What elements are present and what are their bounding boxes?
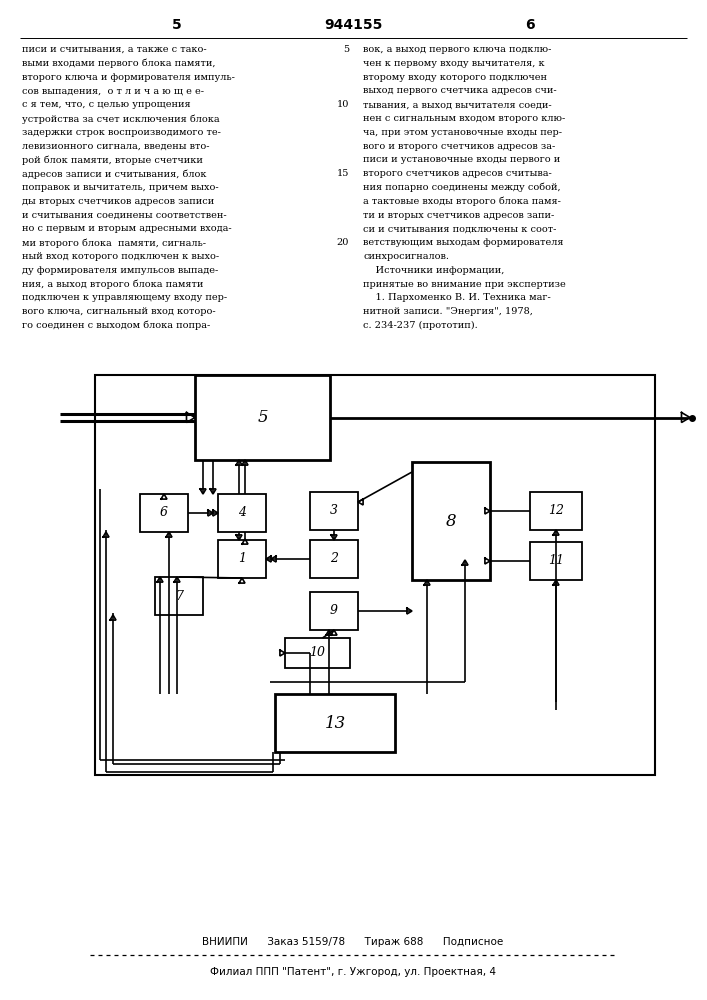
Bar (412, 462, 490, 580)
Text: тывания, а выход вычитателя соеди-: тывания, а выход вычитателя соеди- (363, 100, 551, 109)
Text: 2: 2 (330, 552, 338, 566)
Text: ча, при этом установочные входы пер-: ча, при этом установочные входы пер- (363, 128, 562, 137)
Text: 944155: 944155 (324, 18, 382, 32)
Text: выми входами первого блока памяти,: выми входами первого блока памяти, (22, 59, 216, 68)
Text: 10: 10 (310, 647, 325, 660)
Text: второго счетчиков адресов считыва-: второго счетчиков адресов считыва- (363, 169, 551, 178)
Text: чен к первому входу вычитателя, к: чен к первому входу вычитателя, к (363, 59, 544, 68)
Text: а тактовые входы второго блока памя-: а тактовые входы второго блока памя- (363, 197, 561, 206)
Text: левизионного сигнала, введены вто-: левизионного сигнала, введены вто- (22, 142, 209, 151)
Text: 20: 20 (337, 238, 349, 247)
Bar (310, 540, 358, 578)
Bar (285, 638, 350, 668)
Text: и считывания соединены соответствен-: и считывания соединены соответствен- (22, 211, 227, 220)
Text: ния попарно соединены между собой,: ния попарно соединены между собой, (363, 183, 561, 192)
Text: Источники информации,: Источники информации, (363, 266, 504, 275)
Text: второго ключа и формирователя импуль-: второго ключа и формирователя импуль- (22, 73, 235, 82)
Text: задержки строк воспроизводимого те-: задержки строк воспроизводимого те- (22, 128, 221, 137)
Text: 15: 15 (337, 169, 349, 178)
Text: 1: 1 (238, 552, 246, 566)
Text: подключен к управляющему входу пер-: подключен к управляющему входу пер- (22, 293, 227, 302)
Bar (218, 494, 266, 532)
Text: ды вторых счетчиков адресов записи: ды вторых счетчиков адресов записи (22, 197, 214, 206)
Text: принятые во внимание при экспертизе: принятые во внимание при экспертизе (363, 280, 566, 289)
Text: вого ключа, сигнальный вход которо-: вого ключа, сигнальный вход которо- (22, 307, 216, 316)
Bar (140, 494, 188, 532)
Text: ветствующим выходам формирователя: ветствующим выходам формирователя (363, 238, 563, 247)
Text: с. 234-237 (прототип).: с. 234-237 (прототип). (363, 321, 478, 330)
Text: ный вход которого подключен к выхо-: ный вход которого подключен к выхо- (22, 252, 219, 261)
Text: 9: 9 (330, 604, 338, 617)
Text: рой блок памяти, вторые счетчики: рой блок памяти, вторые счетчики (22, 155, 203, 165)
Text: 5: 5 (343, 45, 349, 54)
Text: устройства за счет исключения блока: устройства за счет исключения блока (22, 114, 220, 123)
Text: 5: 5 (257, 409, 268, 426)
Text: 13: 13 (325, 714, 346, 732)
Bar (310, 492, 358, 530)
Text: ми второго блока  памяти, сигналь-: ми второго блока памяти, сигналь- (22, 238, 206, 248)
Text: писи и установочные входы первого и: писи и установочные входы первого и (363, 155, 560, 164)
Text: 11: 11 (548, 554, 564, 568)
Text: 4: 4 (238, 506, 246, 520)
Text: синхросигналов.: синхросигналов. (363, 252, 449, 261)
Bar (530, 542, 582, 580)
Bar (310, 592, 358, 630)
Text: нитной записи. "Энергия", 1978,: нитной записи. "Энергия", 1978, (363, 307, 533, 316)
Text: адресов записи и считывания, блок: адресов записи и считывания, блок (22, 169, 206, 179)
Text: 6: 6 (160, 506, 168, 520)
Text: ния, а выход второго блока памяти: ния, а выход второго блока памяти (22, 280, 204, 289)
Text: 10: 10 (337, 100, 349, 109)
Text: ВНИИПИ      Заказ 5159/78      Тираж 688      Подписное: ВНИИПИ Заказ 5159/78 Тираж 688 Подписное (202, 937, 503, 947)
Text: ти и вторых счетчиков адресов запи-: ти и вторых счетчиков адресов запи- (363, 211, 554, 220)
Text: поправок и вычитатель, причем выхо-: поправок и вычитатель, причем выхо- (22, 183, 218, 192)
Text: 3: 3 (330, 504, 338, 518)
Text: выход первого счетчика адресов счи-: выход первого счетчика адресов счи- (363, 86, 556, 95)
Text: 5: 5 (172, 18, 182, 32)
Text: вого и второго счетчиков адресов за-: вого и второго счетчиков адресов за- (363, 142, 555, 151)
Text: писи и считывания, а также с тако-: писи и считывания, а также с тако- (22, 45, 206, 54)
Bar (95, 375, 655, 775)
Bar (218, 540, 266, 578)
Text: 12: 12 (548, 504, 564, 518)
Text: 1. Пархоменко В. И. Техника маг-: 1. Пархоменко В. И. Техника маг- (363, 293, 551, 302)
Text: го соединен с выходом блока попра-: го соединен с выходом блока попра- (22, 321, 210, 330)
Text: ду формирователя импульсов выпаде-: ду формирователя импульсов выпаде- (22, 266, 218, 275)
Text: си и считывания подключены к соот-: си и считывания подключены к соот- (363, 224, 556, 233)
Text: 6: 6 (525, 18, 534, 32)
Text: 7: 7 (175, 589, 183, 602)
Bar (530, 492, 582, 530)
Text: с я тем, что, с целью упрощения: с я тем, что, с целью упрощения (22, 100, 191, 109)
Bar (195, 375, 330, 460)
Text: нен с сигнальным входом второго клю-: нен с сигнальным входом второго клю- (363, 114, 566, 123)
Text: сов выпадения,  о т л и ч а ю щ е е-: сов выпадения, о т л и ч а ю щ е е- (22, 86, 204, 95)
Text: второму входу которого подключен: второму входу которого подключен (363, 73, 547, 82)
Text: но с первым и вторым адресными входа-: но с первым и вторым адресными входа- (22, 224, 232, 233)
Bar (275, 694, 395, 752)
Text: вок, а выход первого ключа подклю-: вок, а выход первого ключа подклю- (363, 45, 551, 54)
Bar (155, 577, 203, 615)
Text: 8: 8 (445, 512, 456, 530)
Text: Филиал ППП "Патент", г. Ужгород, ул. Проектная, 4: Филиал ППП "Патент", г. Ужгород, ул. Про… (210, 967, 496, 977)
